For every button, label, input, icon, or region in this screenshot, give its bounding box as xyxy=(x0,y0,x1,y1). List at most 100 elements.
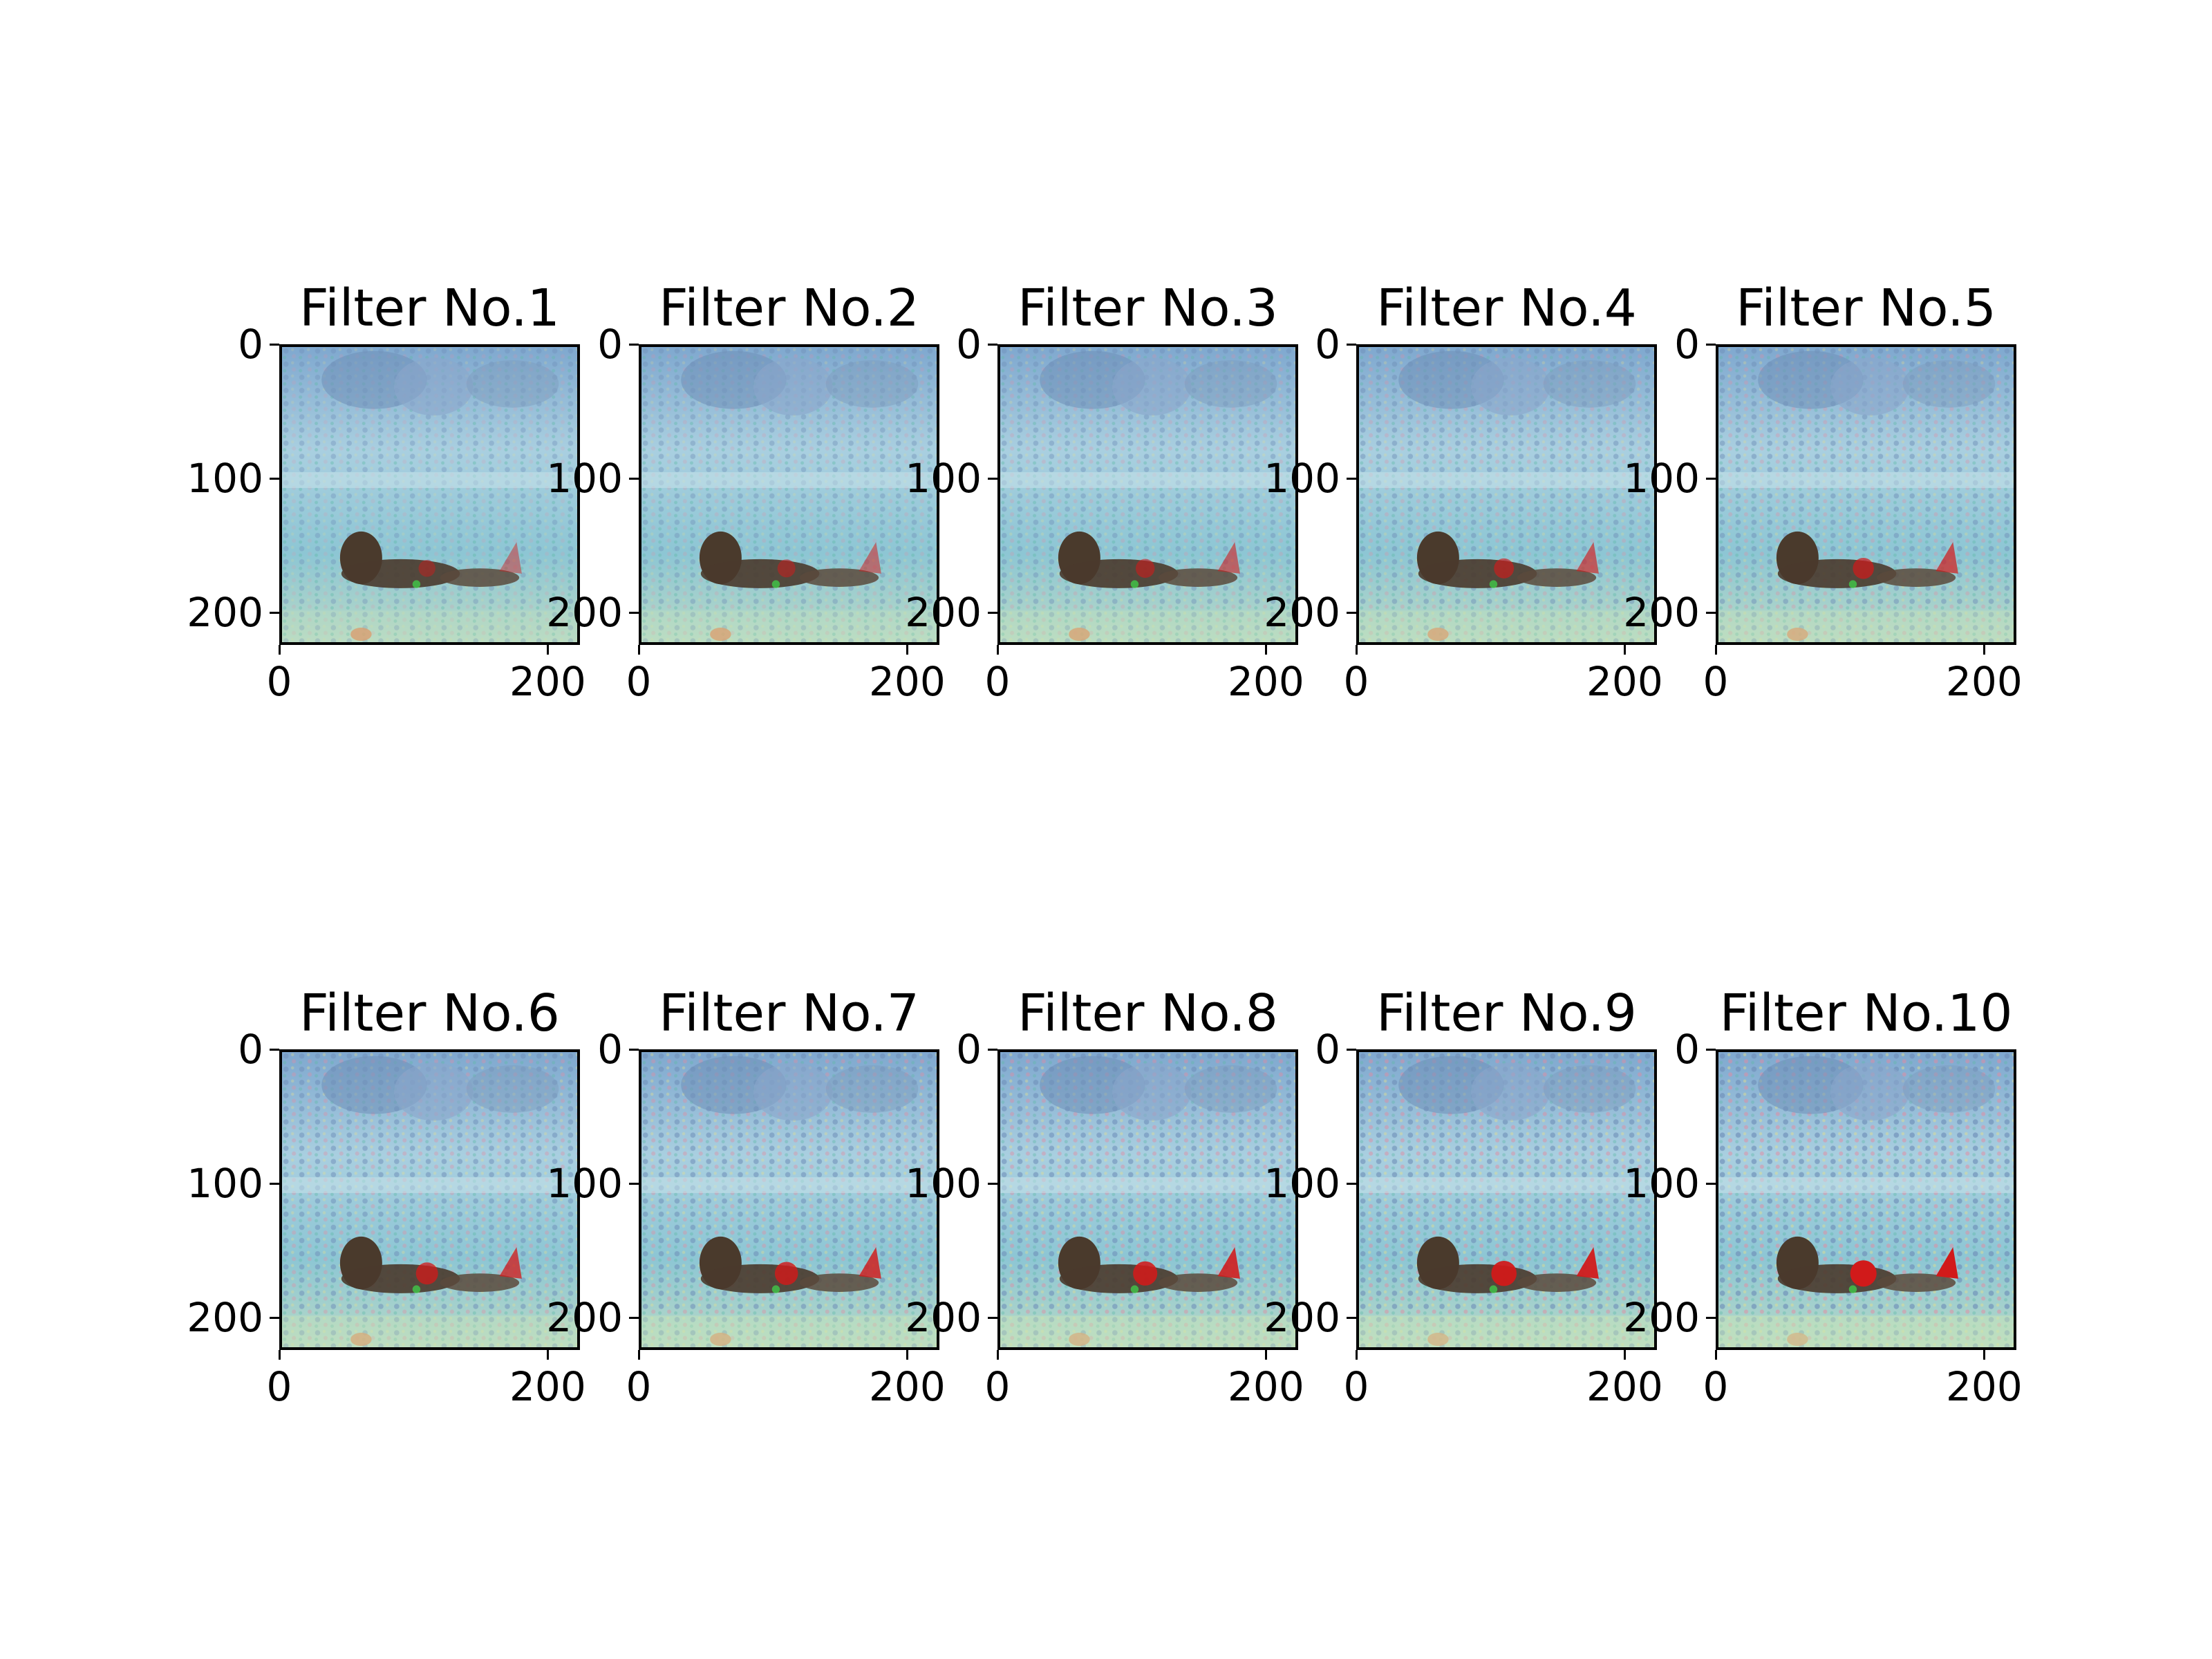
x-tick-label: 0 xyxy=(1703,658,1729,705)
filter-visualization-image xyxy=(1000,347,1295,642)
subplot-filter-1: Filter No.1 0 10 xyxy=(187,281,585,702)
image-frame xyxy=(279,344,580,645)
y-tick-mark xyxy=(270,478,279,480)
x-tick-mark xyxy=(279,1350,281,1360)
image-frame xyxy=(639,344,939,645)
filter-visualization-image xyxy=(641,1052,937,1347)
image-frame xyxy=(1716,1049,2016,1350)
y-tick-mark xyxy=(270,1317,279,1320)
x-tick-label: 0 xyxy=(266,658,292,705)
y-tick-label: 100 xyxy=(905,455,982,503)
subplot-title: Filter No.7 xyxy=(659,984,919,1043)
subplot-title: Filter No.1 xyxy=(299,279,560,338)
subplot-filter-5: Filter No.5 0 10 xyxy=(1623,281,2022,702)
x-tick-mark xyxy=(1356,645,1358,655)
y-tick-mark xyxy=(1706,1183,1716,1185)
subplot-title: Filter No.3 xyxy=(1018,279,1278,338)
y-tick-mark xyxy=(1706,344,1716,346)
y-tick-mark xyxy=(629,1049,639,1051)
y-tick-mark xyxy=(270,344,279,346)
x-tick-mark xyxy=(1715,1350,1717,1360)
y-tick-mark xyxy=(270,1049,279,1051)
x-tick-label: 0 xyxy=(1703,1363,1729,1410)
y-tick-label: 100 xyxy=(1264,1160,1340,1208)
subplot-title: Filter No.10 xyxy=(1719,984,2013,1043)
x-tick-mark xyxy=(638,645,640,655)
filter-visualization-image xyxy=(1718,347,2014,642)
x-tick-mark xyxy=(1356,1350,1358,1360)
y-tick-label: 0 xyxy=(597,321,623,368)
subplot-title: Filter No.2 xyxy=(659,279,919,338)
x-tick-mark xyxy=(547,1350,550,1360)
x-tick-label: 200 xyxy=(869,658,946,705)
x-tick-label: 200 xyxy=(1228,658,1304,705)
subplot-filter-7: Filter No.7 0 10 xyxy=(546,986,945,1407)
x-tick-label: 200 xyxy=(1586,658,1663,705)
y-tick-label: 100 xyxy=(1623,1160,1700,1208)
x-tick-mark xyxy=(906,645,909,655)
y-tick-label: 200 xyxy=(546,1294,623,1342)
subplot-filter-9: Filter No.9 0 10 xyxy=(1264,986,1662,1407)
image-frame xyxy=(1716,344,2016,645)
subplot-title: Filter No.8 xyxy=(1018,984,1278,1043)
x-tick-mark xyxy=(638,1350,640,1360)
subplot-title: Filter No.6 xyxy=(299,984,560,1043)
image-frame xyxy=(1356,344,1657,645)
y-tick-mark xyxy=(988,478,997,480)
y-tick-mark xyxy=(988,1049,997,1051)
x-tick-mark xyxy=(1265,645,1268,655)
x-tick-mark xyxy=(1983,645,1986,655)
filter-visualization-image xyxy=(1000,1052,1295,1347)
y-tick-label: 100 xyxy=(187,455,263,503)
x-tick-label: 0 xyxy=(626,1363,652,1410)
y-tick-mark xyxy=(1347,478,1356,480)
filter-visualization-image xyxy=(1359,347,1654,642)
x-tick-label: 200 xyxy=(1946,1363,2023,1410)
x-tick-mark xyxy=(997,1350,999,1360)
y-tick-mark xyxy=(629,344,639,346)
y-tick-label: 200 xyxy=(1264,589,1340,637)
y-tick-mark xyxy=(629,478,639,480)
x-tick-label: 0 xyxy=(1343,658,1369,705)
y-tick-label: 100 xyxy=(905,1160,982,1208)
x-tick-mark xyxy=(906,1350,909,1360)
y-tick-mark xyxy=(270,1183,279,1185)
x-tick-label: 0 xyxy=(626,658,652,705)
x-tick-label: 200 xyxy=(1228,1363,1304,1410)
y-tick-label: 0 xyxy=(597,1026,623,1073)
x-tick-label: 200 xyxy=(1586,1363,1663,1410)
x-tick-label: 0 xyxy=(266,1363,292,1410)
y-tick-label: 100 xyxy=(1623,455,1700,503)
y-tick-label: 200 xyxy=(187,1294,263,1342)
y-tick-label: 200 xyxy=(905,1294,982,1342)
x-tick-label: 0 xyxy=(984,658,1011,705)
y-tick-label: 0 xyxy=(1315,321,1340,368)
y-tick-label: 200 xyxy=(1623,1294,1700,1342)
y-tick-mark xyxy=(1706,1317,1716,1320)
x-tick-mark xyxy=(1265,1350,1268,1360)
y-tick-mark xyxy=(1347,1183,1356,1185)
y-tick-label: 200 xyxy=(1623,589,1700,637)
y-tick-mark xyxy=(1347,1049,1356,1051)
y-tick-mark xyxy=(1347,344,1356,346)
y-tick-mark xyxy=(988,1317,997,1320)
x-tick-label: 200 xyxy=(509,1363,586,1410)
y-tick-mark xyxy=(1706,478,1716,480)
y-tick-label: 0 xyxy=(956,321,982,368)
y-tick-mark xyxy=(988,344,997,346)
y-tick-label: 0 xyxy=(956,1026,982,1073)
x-tick-label: 0 xyxy=(1343,1363,1369,1410)
x-tick-mark xyxy=(279,645,281,655)
y-tick-mark xyxy=(1706,612,1716,615)
y-tick-mark xyxy=(1347,1317,1356,1320)
x-tick-mark xyxy=(1624,1350,1627,1360)
subplot-title: Filter No.5 xyxy=(1736,279,1996,338)
image-frame xyxy=(997,344,1298,645)
filter-visualization-image xyxy=(641,347,937,642)
y-tick-mark xyxy=(629,1317,639,1320)
y-tick-label: 100 xyxy=(546,455,623,503)
y-tick-label: 0 xyxy=(1315,1026,1340,1073)
subplot-filter-2: Filter No.2 0 10 xyxy=(546,281,945,702)
image-frame xyxy=(279,1049,580,1350)
